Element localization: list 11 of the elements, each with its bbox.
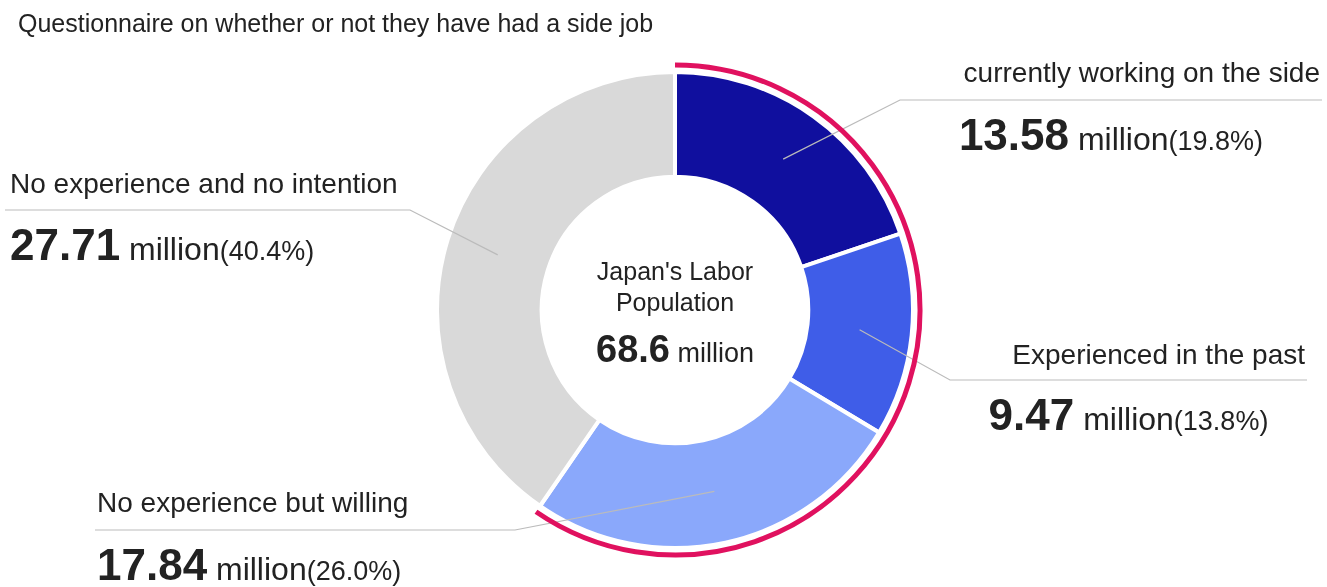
slice-label: No experience but willing [97,487,409,518]
chart-title: Questionnaire on whether or not they have had a side job [18,9,654,37]
slice-label: Experienced in the past [1012,339,1306,370]
data-label: 13.58 million(19.8%) [958,110,1264,159]
data-label: 17.84 million(26.0%) [97,540,402,587]
slice-label: currently working on the side [963,57,1320,88]
data-label: 9.47 million(13.8%) [988,390,1269,439]
text: Japan's Labor Population [596,257,754,316]
data-label: 27.71 million(40.4%) [10,220,315,269]
slice-label: No experience and no intention [10,168,398,199]
text: 68.6 million [596,328,754,370]
